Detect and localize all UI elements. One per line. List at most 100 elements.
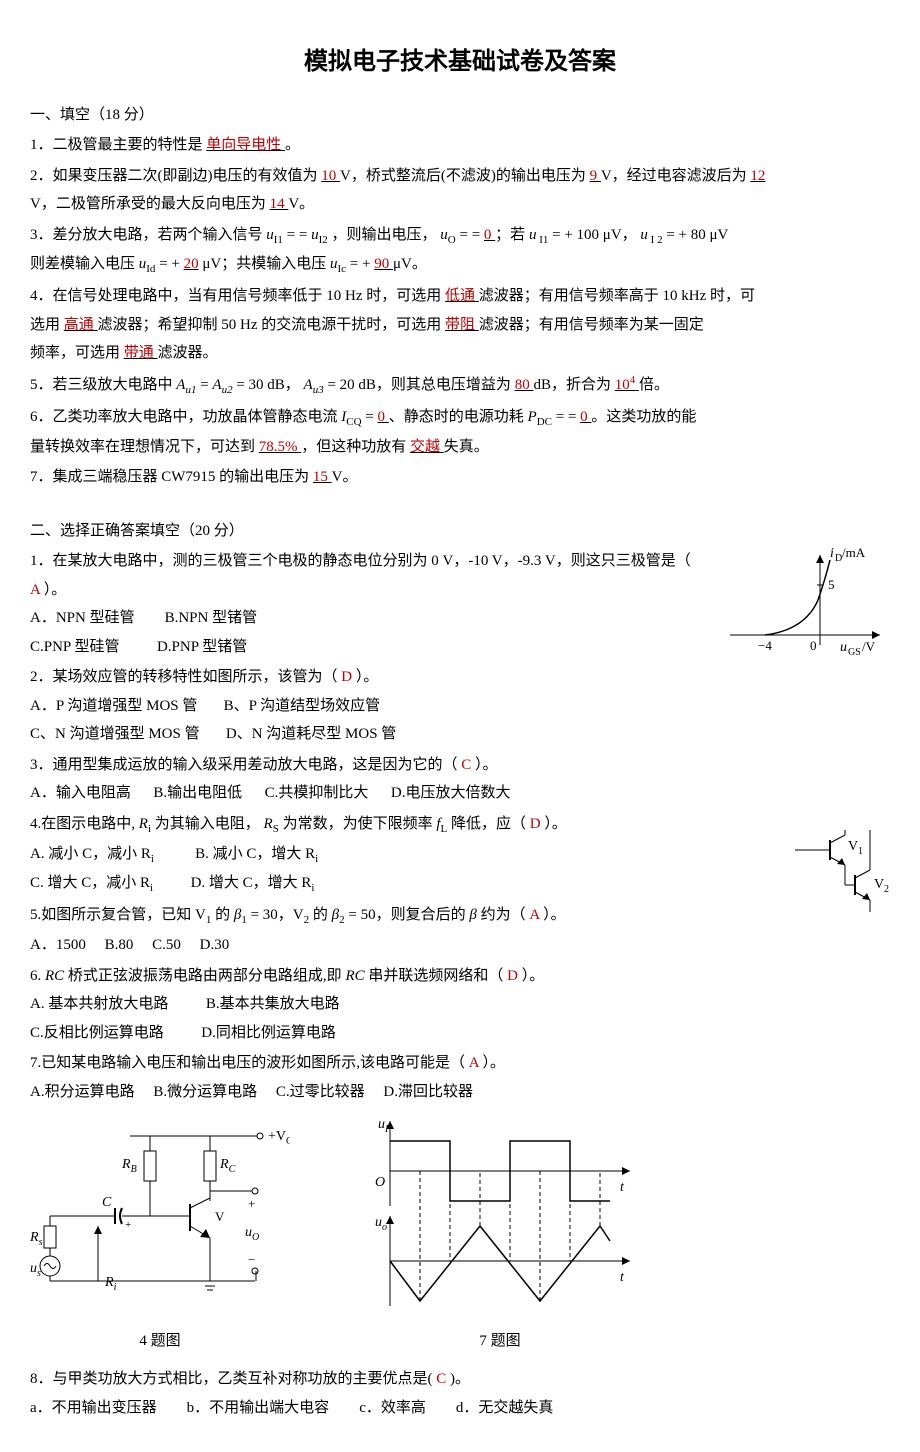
Au2: A (212, 377, 221, 393)
q2-6-C: C.反相比例运算电路 (30, 1025, 164, 1041)
q2-2-B: B、P 沟道结型场效应管 (224, 698, 381, 714)
rc-l: RC (219, 1157, 236, 1175)
q2-2-A: A．P 沟道增强型 MOS 管 (30, 698, 197, 714)
oB: B. 减小 C，增大 R (195, 846, 315, 862)
uo2-l: uo (375, 1215, 387, 1233)
q2-4-C: C. 增大 C，减小 Ri (30, 875, 153, 891)
ri-l: Ri (104, 1275, 117, 1293)
t: = 20 dB，则其总电压增益为 (327, 377, 510, 393)
t: ）。 (544, 816, 567, 832)
q2-3-B: B.输出电阻低 (153, 785, 242, 801)
q2-1-B: B.NPN 型锗管 (165, 610, 258, 626)
x-label-sub: GS (848, 647, 861, 655)
q2-4: 4.在图示电路中, Ri 为其输入电阻， RS 为常数，为使下限频率 fL 降低… (30, 810, 890, 900)
oD: D. 增大 C，增大 R (191, 875, 312, 891)
t: 为常数，为使下限频率 (283, 816, 437, 832)
q1-7: 7．集成三端稳压器 CW7915 的输出电压为 15 V。 (30, 463, 890, 492)
Rs-sub: S (273, 823, 279, 835)
uI1: u (266, 227, 274, 243)
q1-6-ans1: 0 (378, 409, 389, 425)
q2-4-ans: D (530, 816, 545, 832)
t2-l: t (620, 1270, 625, 1285)
q1-3-ans1splice: 0 (484, 227, 495, 243)
Ri: R (139, 816, 148, 832)
t: = + (159, 256, 183, 272)
uIc-sub: Ic (338, 263, 347, 275)
figures-row: +VCC RB RC V (30, 1116, 890, 1355)
t: 量转换效率在理想情况下，可达到 (30, 439, 255, 455)
q1-5-ans1: 80 (515, 377, 534, 393)
t: 的 (215, 907, 230, 923)
q2-3-D: D.电压放大倍数大 (391, 785, 511, 801)
q1-1: 1．二极管最主要的特性是 单向导电性 。 (30, 131, 890, 160)
t: 、静态时的电源功耗 (389, 409, 528, 425)
Au2sub: u2 (222, 384, 233, 396)
q2-2-D: D、N 沟道耗尽型 MOS 管 (226, 726, 396, 742)
t: 桥式正弦波振荡电路由两部分电路组成,即 (68, 968, 346, 984)
q2-7-stem: 7.已知某电路输入电压和输出电压的波形如图所示,该电路可能是（ (30, 1055, 465, 1071)
q2-5: 5.如图所示复合管，已知 V1 的 β1 = 30，V2 的 β2 = 50，则… (30, 901, 890, 959)
Au3: A (304, 377, 313, 393)
x-label-u: u (840, 640, 847, 655)
q2-5-ans: A (529, 907, 543, 923)
t: μV；共模输入电压 (202, 256, 330, 272)
uI2-sub: I2 (319, 234, 328, 246)
q2-6: 6. RC 桥式正弦波振荡电路由两部分电路组成,即 RC 串并联选频网络和（ D… (30, 962, 890, 1048)
uI2: u (311, 227, 319, 243)
rb-l: RB (121, 1157, 137, 1175)
y-tick-5: 5 (828, 577, 835, 592)
t: = (365, 409, 377, 425)
q1-6-ans2: 0 (580, 409, 591, 425)
q2-6-B: B.基本共集放大电路 (206, 996, 340, 1012)
t: = + 80 μV (666, 227, 728, 243)
s2: 2 (304, 914, 310, 926)
Isub: CQ (346, 416, 361, 428)
q2-2: 2．某场效应管的转移特性如图所示，该管为（ D ）。 A．P 沟道增强型 MOS… (30, 663, 890, 749)
isub: i (315, 853, 318, 865)
figure-7: uI O t uo t (350, 1116, 650, 1355)
y-label-unit: /mA (842, 545, 866, 560)
q2-2-stem: 2．某场效应管的转移特性如图所示，该管为（ (30, 669, 338, 685)
q2-1-C: C.PNP 型硅管 (30, 639, 119, 655)
q1-4-ans4: 带通 (124, 345, 158, 361)
darlington-figure: V 1 V 2 (790, 830, 890, 931)
q2-3: 3．通用型集成运放的输入级采用差动放大电路，这是因为它的（ C ）。 A．输入电… (30, 751, 890, 808)
oC: C. 增大 C，减小 R (30, 875, 150, 891)
us-l: us (30, 1261, 41, 1279)
O-l: O (375, 1175, 385, 1190)
s1: 1 (206, 914, 212, 926)
fL-sub: L (441, 823, 448, 835)
uI-l: uI (378, 1117, 389, 1135)
darlington-svg: V 1 V 2 (790, 830, 890, 920)
q2-8-B: b．不用输出端大电容 (187, 1400, 330, 1416)
q2-5-A: A．1500 (30, 937, 86, 953)
t: 失真。 (444, 439, 489, 455)
t: 为其输入电阻， (155, 816, 260, 832)
Ri-sub: i (148, 823, 151, 835)
transfer-char-figure: i D /mA 5 −4 0 u GS /V (710, 545, 890, 666)
q1-2-ans2: 9 (590, 168, 601, 184)
q2-5-D: D.30 (200, 937, 230, 953)
t: ，则输出电压， (332, 227, 437, 243)
q1-2-a: 2．如果变压器二次(即副边)电压的有效值为 (30, 168, 318, 184)
uI1-sub: I1 (274, 234, 283, 246)
t: = = (287, 227, 311, 243)
q1-2-ans3: 12 (750, 168, 765, 184)
q1-4: 4．在信号处理电路中，当有用信号频率低于 10 Hz 时，可选用 低通 滤波器；… (30, 282, 890, 368)
q1-2-ans1: 10 (321, 168, 340, 184)
t: 滤波器；有用信号频率高于 10 kHz 时，可 (479, 288, 755, 304)
q1-3: 3．差分放大电路，若两个输入信号 uI1 = = uI2 ，则输出电压， uO … (30, 221, 890, 281)
q2-6-A: A. 基本共射放大电路 (30, 996, 168, 1012)
q2-5-B: B.80 (105, 937, 134, 953)
t: 滤波器；希望抑制 50 Hz 的交流电源干扰时，可选用 (98, 317, 446, 333)
b: β (469, 907, 476, 923)
Au3sub: u3 (313, 384, 324, 396)
t: 滤波器；有用信号频率为某一固定 (479, 317, 704, 333)
q1-3-ans3: 90 (374, 256, 393, 272)
page-title: 模拟电子技术基础试卷及答案 (30, 40, 890, 86)
q1-7-ans: 15 (313, 469, 332, 485)
q2-8-D: d．无交越失真 (456, 1400, 554, 1416)
t: ；若 (495, 227, 529, 243)
t: = (200, 377, 212, 393)
t: = + (350, 256, 374, 272)
